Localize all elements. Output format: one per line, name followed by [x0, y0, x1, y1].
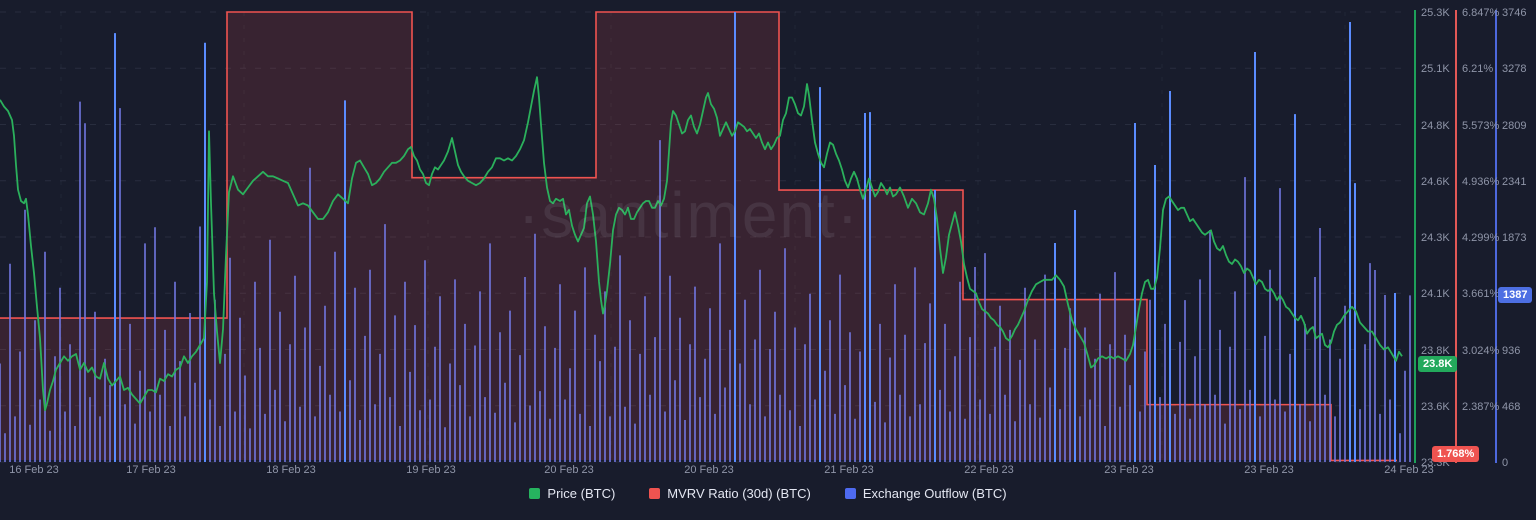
outflow-tick-label: 3746 — [1502, 7, 1527, 19]
legend-item-0[interactable]: Price (BTC) — [529, 486, 615, 501]
mvrv-tick-label: 6.847% — [1462, 7, 1500, 19]
legend-swatch-icon — [844, 488, 856, 499]
x-tick-label: 22 Feb 23 — [964, 464, 1014, 476]
price-tick-label: 24.1K — [1421, 288, 1450, 301]
mvrv-tick-label: 6.21% — [1462, 63, 1494, 76]
outflow-current-value-badge: 1387 — [1498, 287, 1533, 304]
price-tick-label: 23.6K — [1421, 400, 1450, 413]
x-tick-label: 24 Feb 23 — [1384, 464, 1434, 476]
price-tick-label: 24.8K — [1421, 119, 1450, 132]
price-tick-label: 25.3K — [1421, 7, 1450, 19]
legend-item-1[interactable]: MVRV Ratio (30d) (BTC) — [649, 486, 811, 501]
x-tick-label: 20 Feb 23 — [544, 464, 594, 476]
x-tick-label: 21 Feb 23 — [824, 464, 874, 476]
price-tick-label: 24.6K — [1421, 175, 1450, 188]
mvrv-tick-label: 4.936% — [1462, 175, 1500, 188]
mvrv-tick-label: 5.573% — [1462, 119, 1500, 132]
x-tick-label: 19 Feb 23 — [406, 464, 456, 476]
outflow-tick-label: 1873 — [1502, 232, 1527, 244]
outflow-tick-label: 2809 — [1502, 119, 1527, 132]
x-tick-label: 16 Feb 23 — [9, 464, 59, 476]
x-tick-label: 18 Feb 23 — [266, 464, 316, 476]
outflow-tick-label: 468 — [1502, 400, 1521, 413]
mvrv-tick-label: 3.024% — [1462, 344, 1500, 357]
outflow-spikes — [0, 101, 1411, 462]
price-tick-label: 24.3K — [1421, 232, 1450, 244]
price-line — [0, 76, 1403, 412]
price-current-value-badge: 23.8K — [1418, 356, 1458, 373]
legend-item-2[interactable]: Exchange Outflow (BTC) — [844, 486, 1007, 501]
x-tick-label: 17 Feb 23 — [126, 464, 176, 476]
price-tick-label: 23.8K — [1421, 344, 1450, 357]
mvrv-tick-label: 2.387% — [1462, 400, 1500, 413]
mvrv-current-value-badge: 1.768% — [1432, 446, 1480, 462]
santiment-watermark: ·santiment· — [518, 179, 861, 251]
mvrv-step-line — [0, 11, 1397, 462]
mvrv-tick-label: 4.299% — [1462, 232, 1500, 244]
price-tick-label: 25.1K — [1421, 63, 1450, 76]
legend-label: Exchange Outflow (BTC) — [862, 486, 1007, 501]
outflow-tick-label: 2341 — [1502, 175, 1527, 188]
legend-label: Price (BTC) — [547, 486, 616, 501]
outflow-tick-label: 3278 — [1502, 63, 1527, 76]
chart-legend: Price (BTC) MVRV Ratio (30d) (BTC) Exchang… — [0, 486, 1536, 501]
outflow-tick-label: 0 — [1502, 457, 1509, 469]
mvrv-area — [0, 12, 1397, 461]
outflow-tick-label: 936 — [1502, 344, 1521, 357]
outflow-spikes-bright — [114, 12, 1396, 462]
mvrv-tick-label: 3.661% — [1462, 288, 1500, 301]
legend-swatch-icon — [649, 488, 661, 499]
legend-swatch-icon — [529, 488, 541, 499]
x-tick-label: 20 Feb 23 — [684, 464, 734, 476]
x-tick-label: 23 Feb 23 — [1104, 464, 1154, 476]
x-tick-label: 23 Feb 23 — [1244, 464, 1294, 476]
legend-label: MVRV Ratio (30d) (BTC) — [667, 486, 811, 501]
